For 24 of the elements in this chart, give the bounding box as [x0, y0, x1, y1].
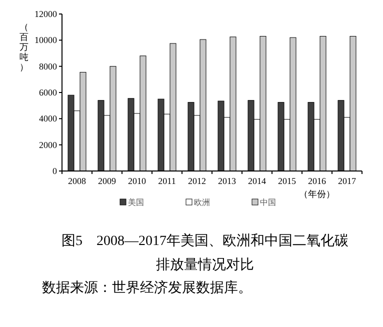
- text: 图5 2008—2017年美国、欧洲和中国二氧化碳排放量情况对比: [60, 232, 350, 275]
- y-tick-label: 10000: [34, 35, 58, 46]
- y-tick-label: 2000: [39, 140, 58, 150]
- x-axis-title: （年份）: [299, 189, 335, 199]
- x-tick-label: 2012: [188, 176, 206, 186]
- legend-label: 欧洲: [194, 198, 210, 207]
- x-tick-label: 2017: [338, 176, 356, 186]
- y-tick-label: 12000: [34, 9, 58, 19]
- y-tick-label: 8000: [39, 61, 58, 72]
- x-tick-label: 2009: [98, 176, 116, 186]
- legend-label: 中国: [260, 198, 276, 207]
- legend-label: 美国: [128, 198, 144, 207]
- x-tick-label: 2008: [68, 176, 86, 186]
- x-tick-label: 2013: [218, 176, 236, 186]
- x-tick-label: 2015: [278, 176, 296, 186]
- y-axis-title: （百万吨）: [20, 23, 28, 73]
- y-tick-label: 4000: [39, 114, 58, 124]
- x-tick-label: 2010: [128, 176, 146, 186]
- x-tick-label: 2011: [158, 176, 176, 186]
- x-tick-label: 2016: [308, 176, 326, 186]
- source-note: 数据来源：世界经济发展数据库。: [42, 279, 252, 297]
- y-tick-label: 0: [52, 166, 58, 176]
- y-tick-label: 6000: [39, 88, 58, 98]
- x-tick-label: 2014: [248, 176, 266, 186]
